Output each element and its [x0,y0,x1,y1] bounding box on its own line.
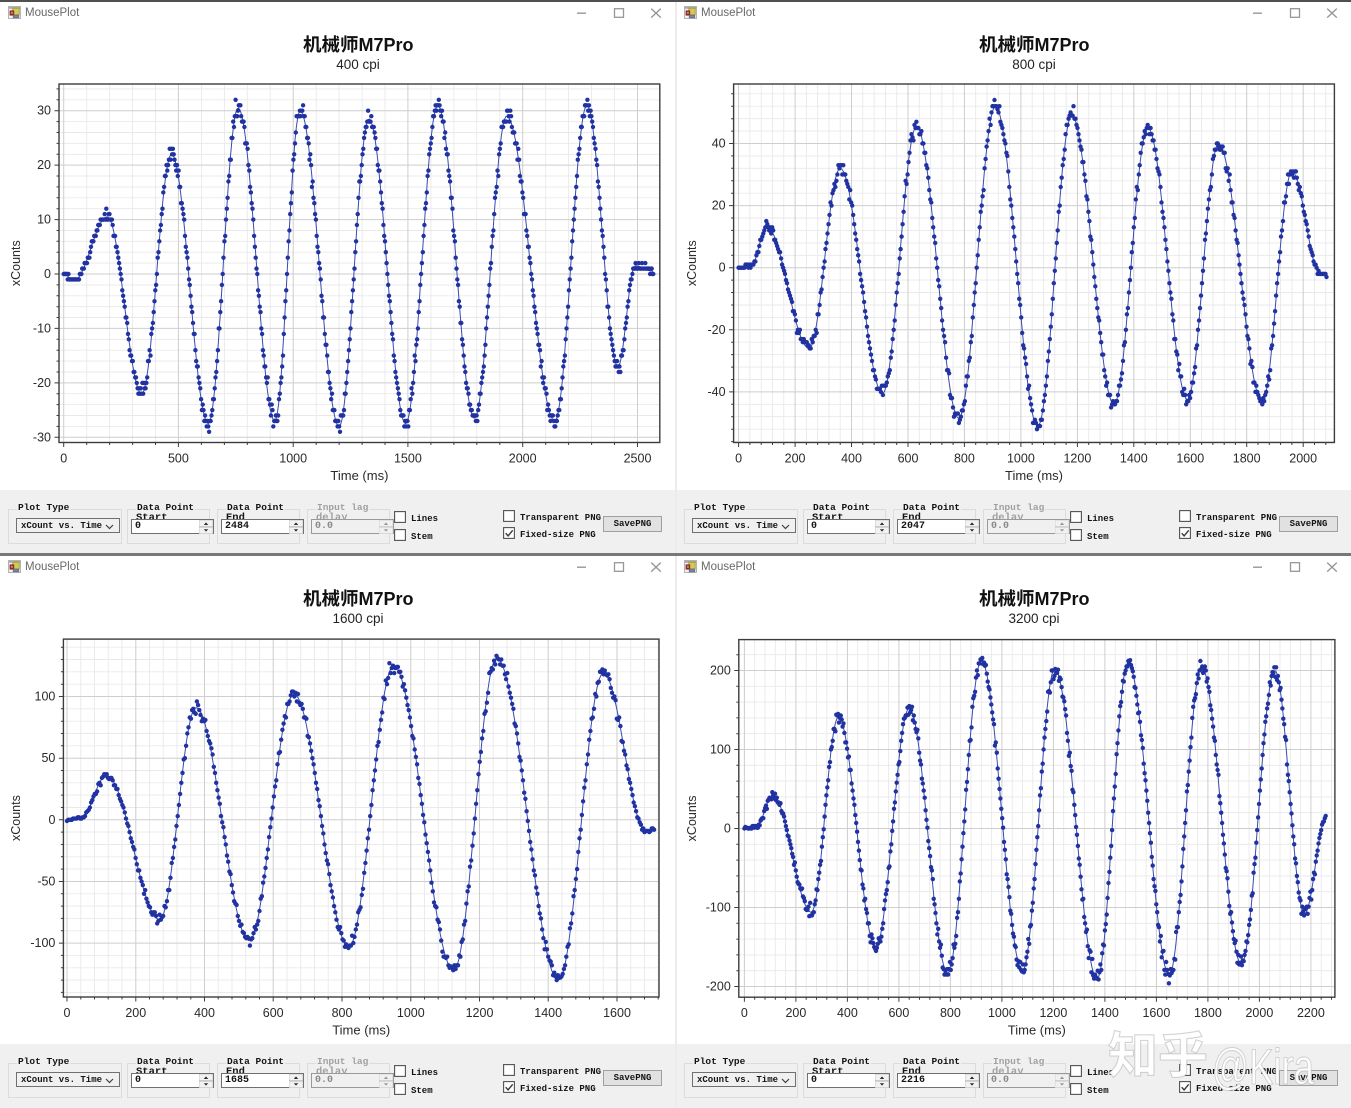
svg-text:1800: 1800 [1233,452,1261,466]
svg-text:0: 0 [48,813,55,827]
svg-text:M7Pro: M7Pro [1035,35,1090,55]
svg-text:200: 200 [710,664,731,678]
svg-text:30: 30 [37,104,51,118]
svg-text:1200: 1200 [1063,452,1091,466]
svg-text:xCounts: xCounts [685,240,699,286]
svg-text:1500: 1500 [394,452,422,466]
svg-text:600: 600 [263,1006,284,1020]
svg-text:400: 400 [841,452,862,466]
svg-text:2000: 2000 [1245,1006,1273,1020]
svg-text:1400: 1400 [1091,1006,1119,1020]
svg-text:0: 0 [719,261,726,275]
svg-text:10: 10 [37,213,51,227]
svg-text:400: 400 [194,1006,215,1020]
svg-text:Time (ms): Time (ms) [1008,1023,1066,1038]
svg-text:xCounts: xCounts [9,795,23,841]
svg-text:xCounts: xCounts [685,795,699,841]
svg-text:0: 0 [60,452,67,466]
svg-text:M7Pro: M7Pro [359,589,414,609]
svg-text:-200: -200 [706,980,731,994]
svg-text:800: 800 [954,452,975,466]
svg-text:800: 800 [332,1006,353,1020]
svg-text:-30: -30 [33,430,51,444]
svg-text:-100: -100 [706,901,731,915]
svg-text:1200: 1200 [1039,1006,1067,1020]
svg-text:M7Pro: M7Pro [359,35,414,55]
svg-text:0: 0 [741,1006,748,1020]
svg-text:200: 200 [125,1006,146,1020]
svg-text:xCounts: xCounts [9,240,23,286]
svg-text:0: 0 [64,1006,71,1020]
svg-text:2000: 2000 [1289,452,1317,466]
svg-text:800: 800 [940,1006,961,1020]
svg-text:Time (ms): Time (ms) [1005,468,1063,483]
svg-text:-10: -10 [33,321,51,335]
svg-text:1000: 1000 [279,452,307,466]
svg-text:@Kira: @Kira [1212,1039,1314,1095]
svg-text:600: 600 [898,452,919,466]
svg-text:1600: 1600 [1142,1006,1170,1020]
svg-text:-40: -40 [708,385,726,399]
svg-text:1400: 1400 [1120,452,1148,466]
svg-text:-20: -20 [708,323,726,337]
svg-text:Time (ms): Time (ms) [330,468,388,483]
svg-text:1000: 1000 [988,1006,1016,1020]
svg-text:600: 600 [888,1006,909,1020]
svg-text:1000: 1000 [397,1006,425,1020]
svg-text:0: 0 [724,822,731,836]
svg-text:500: 500 [168,452,189,466]
svg-text:-50: -50 [37,875,55,889]
svg-text:-20: -20 [33,376,51,390]
svg-text:400: 400 [837,1006,858,1020]
svg-text:Time (ms): Time (ms) [332,1023,390,1038]
svg-text:40: 40 [712,137,726,151]
svg-text:1400: 1400 [534,1006,562,1020]
svg-text:0: 0 [735,452,742,466]
svg-text:1600: 1600 [603,1006,631,1020]
svg-text:200: 200 [785,1006,806,1020]
svg-text:0: 0 [44,267,51,281]
svg-text:20: 20 [37,158,51,172]
svg-text:100: 100 [710,743,731,757]
svg-text:20: 20 [712,199,726,213]
svg-text:100: 100 [35,690,56,704]
svg-text:1800: 1800 [1194,1006,1222,1020]
svg-text:200: 200 [785,452,806,466]
svg-text:M7Pro: M7Pro [1035,589,1090,609]
svg-text:-100: -100 [30,936,55,950]
svg-text:1200: 1200 [466,1006,494,1020]
svg-text:2200: 2200 [1297,1006,1325,1020]
svg-text:2500: 2500 [624,452,652,466]
svg-text:2000: 2000 [509,452,537,466]
svg-text:1600: 1600 [1176,452,1204,466]
svg-text:1000: 1000 [1007,452,1035,466]
svg-text:50: 50 [41,751,55,765]
